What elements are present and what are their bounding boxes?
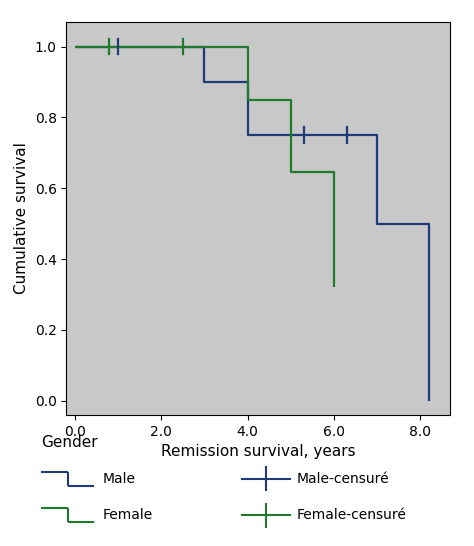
Y-axis label: Cumulative survival: Cumulative survival — [14, 143, 29, 294]
Text: Gender: Gender — [41, 435, 98, 450]
X-axis label: Remission survival, years: Remission survival, years — [161, 444, 356, 459]
Text: Female-censuré: Female-censuré — [297, 508, 407, 523]
Text: Male: Male — [103, 472, 136, 485]
Text: Male-censuré: Male-censuré — [297, 472, 390, 485]
Text: Female: Female — [103, 508, 153, 523]
